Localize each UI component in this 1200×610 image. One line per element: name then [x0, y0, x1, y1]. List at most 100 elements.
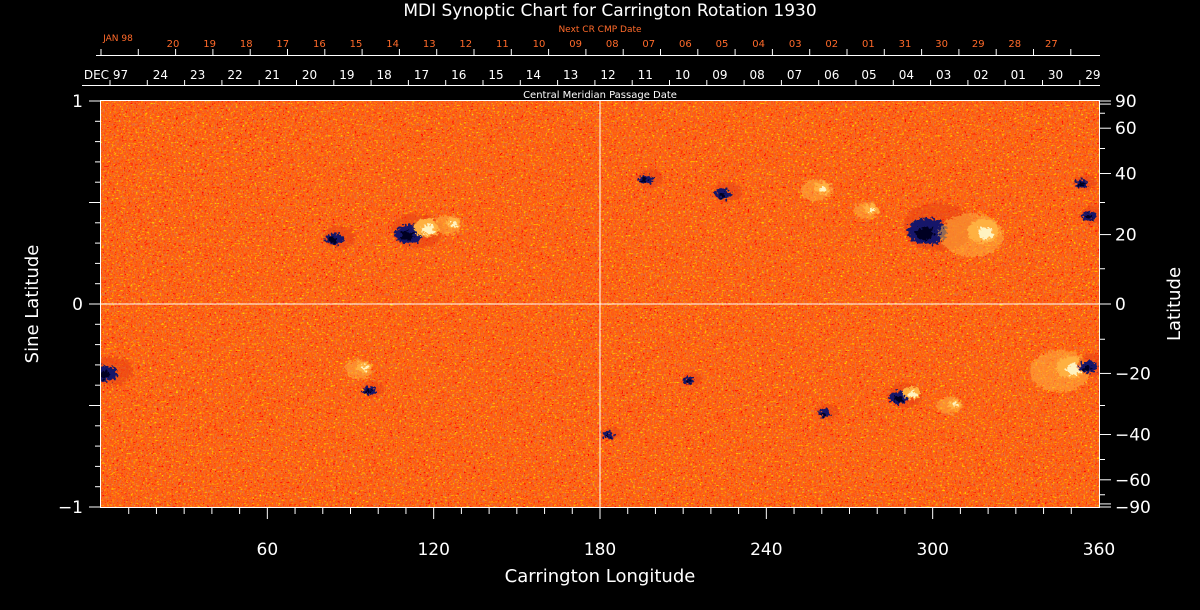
next-cr-first-label: JAN 98	[102, 34, 133, 44]
cmp-date-label: 08	[750, 68, 765, 82]
next-cr-label: Next CR CMP Date	[558, 25, 642, 35]
cmp-axis-label: Central Meridian Passage Date	[523, 90, 677, 101]
next-cr-date-label: 01	[862, 39, 875, 50]
active-region	[853, 201, 879, 220]
latitude-axis-label: Latitude	[1164, 267, 1185, 341]
next-cr-date-label: 30	[935, 39, 948, 50]
next-cr-date-label: 20	[167, 39, 180, 50]
active-region	[101, 356, 133, 386]
active-region	[1077, 353, 1099, 376]
next-cr-date-label: 08	[606, 39, 619, 50]
latitude-tick-label: 40	[1115, 165, 1137, 185]
cmp-date-label: 10	[675, 68, 690, 82]
cmp-date-label: 09	[712, 68, 727, 82]
y-tick-label: −1	[58, 498, 83, 518]
active-region	[681, 372, 702, 386]
cmp-first-label: DEC 97	[84, 68, 128, 82]
cmp-date-ticks: 24 23 22 21 20 19 18 17 16 15 14 13 12 11 10 09 08 07 06 05…	[82, 68, 1100, 86]
active-region	[323, 226, 356, 249]
cmp-date-label: 21	[265, 68, 280, 82]
x-axis: 60 120 180 240 300 360	[128, 507, 1115, 560]
next-cr-date-label: 18	[240, 39, 253, 50]
x-tick-label: 360	[1083, 540, 1115, 560]
cmp-date-label: 16	[451, 68, 466, 82]
next-cr-date-label: 17	[276, 39, 289, 50]
y-axis-label: Sine Latitude	[22, 245, 43, 364]
cmp-date-label: 24	[153, 68, 168, 82]
active-region	[800, 179, 833, 202]
chart-title: MDI Synoptic Chart for Carrington Rotati…	[403, 1, 816, 21]
cmp-date-label: 17	[414, 68, 429, 82]
active-region	[713, 182, 742, 203]
active-region	[344, 359, 374, 379]
latitude-axis: 90 60 40 20 0 −20 −40 −60 −90	[1099, 92, 1151, 518]
next-cr-date-label: 13	[423, 39, 436, 50]
latitude-tick-label: −20	[1115, 364, 1151, 384]
next-cr-date-label: 11	[496, 39, 509, 50]
active-region	[936, 396, 963, 415]
next-cr-date-label: 06	[679, 39, 692, 50]
next-cr-date-label: 03	[789, 39, 802, 50]
cmp-date-label: 18	[377, 68, 392, 82]
cmp-date-label: 11	[638, 68, 653, 82]
x-tick-label: 240	[750, 540, 782, 560]
cmp-date-label: 02	[973, 68, 988, 82]
cmp-date-label: 15	[488, 68, 503, 82]
x-tick-label: 60	[257, 540, 279, 560]
next-cr-date-label: 14	[386, 39, 399, 50]
next-cr-date-label: 04	[752, 39, 765, 50]
next-cr-date-label: 10	[533, 39, 546, 50]
x-tick-label: 120	[417, 540, 449, 560]
magnetogram-map	[101, 101, 1099, 507]
latitude-tick-label: −90	[1115, 498, 1151, 518]
cmp-date-label: 23	[190, 68, 205, 82]
active-region	[637, 169, 663, 187]
active-region	[939, 212, 1004, 257]
y-axis: 1 0 −1	[58, 92, 101, 518]
x-tick-label: 180	[584, 540, 616, 560]
x-axis-label: Carrington Longitude	[505, 566, 696, 587]
next-cr-date-label: 29	[972, 39, 985, 50]
latitude-tick-label: −60	[1115, 471, 1151, 491]
next-cr-date-label: 05	[716, 39, 729, 50]
y-tick-label: 0	[72, 295, 83, 315]
next-cr-date-label: 02	[825, 39, 838, 50]
next-cr-date-label: 16	[313, 39, 326, 50]
next-cr-date-label: 09	[569, 39, 582, 50]
next-cr-date-ticks: 20 19 18 17 16 15 14 13 12 11 10 09 08 07 06 05 04 03 02 01…	[96, 39, 1100, 56]
next-cr-date-label: 12	[459, 39, 472, 50]
cmp-date-label: 03	[936, 68, 951, 82]
latitude-tick-label: 90	[1115, 92, 1137, 112]
latitude-tick-label: −40	[1115, 425, 1151, 445]
active-region	[1073, 174, 1097, 190]
latitude-tick-label: 0	[1115, 295, 1126, 315]
next-cr-date-label: 15	[350, 39, 363, 50]
latitude-tick-label: 20	[1115, 226, 1137, 246]
next-cr-date-label: 07	[642, 39, 655, 50]
cmp-date-label: 14	[526, 68, 541, 82]
next-cr-date-label: 31	[899, 39, 912, 50]
cmp-date-label: 22	[227, 68, 242, 82]
cmp-date-label: 04	[899, 68, 914, 82]
latitude-tick-label: 60	[1115, 119, 1137, 139]
cmp-date-label: 19	[339, 68, 354, 82]
cmp-date-label: 06	[824, 68, 839, 82]
active-region	[816, 403, 839, 420]
active-region	[361, 381, 384, 397]
cmp-date-label: 07	[787, 68, 802, 82]
active-region	[1080, 205, 1099, 224]
next-cr-date-label: 27	[1045, 39, 1058, 50]
active-region	[887, 383, 923, 408]
cmp-date-label: 30	[1048, 68, 1063, 82]
x-tick-label: 300	[916, 540, 948, 560]
next-cr-date-label: 19	[203, 39, 216, 50]
cmp-date-label: 20	[302, 68, 317, 82]
cmp-date-label: 01	[1011, 68, 1026, 82]
active-region	[391, 213, 443, 249]
cmp-date-label: 12	[600, 68, 615, 82]
cmp-date-label: 29	[1085, 68, 1100, 82]
y-tick-label: 1	[72, 92, 83, 112]
cmp-date-label: 13	[563, 68, 578, 82]
active-region	[433, 214, 462, 235]
